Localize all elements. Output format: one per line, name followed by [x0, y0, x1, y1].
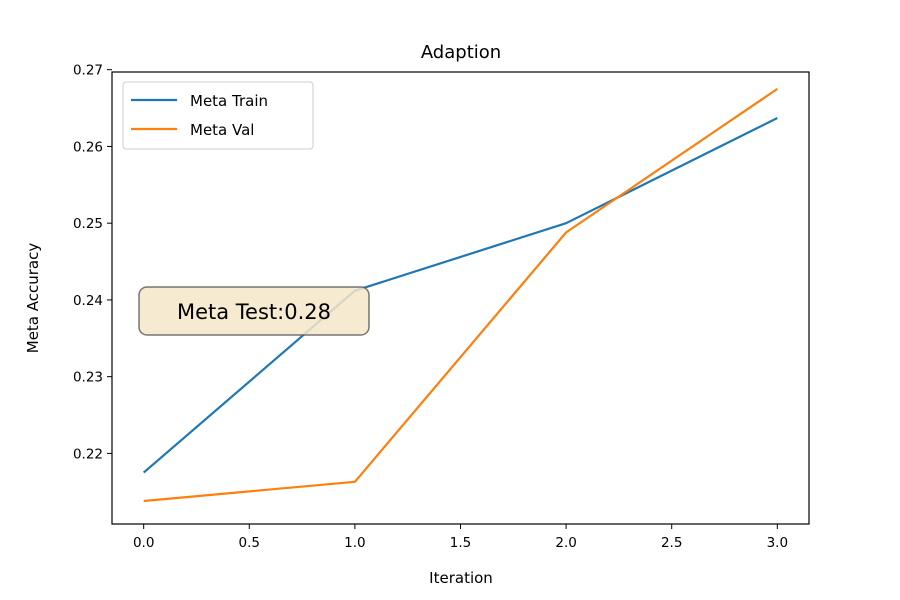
- legend: Meta Train Meta Val: [122, 81, 314, 150]
- annotation-box: [138, 286, 370, 336]
- x-tick-label: 1.5: [450, 535, 471, 551]
- legend-box: [122, 81, 314, 150]
- x-tick-label: 0.0: [133, 535, 154, 551]
- x-tick-label: 0.5: [239, 535, 260, 551]
- series-line-meta-train: [142, 117, 778, 474]
- series-line-meta-val: [143, 87, 778, 503]
- legend-entry-meta-val: Meta Val: [190, 121, 254, 139]
- x-axis-label: Iteration: [429, 569, 493, 587]
- y-tick-label: 0.26: [73, 139, 103, 155]
- annotation-text: Meta Test:0.28: [177, 300, 331, 324]
- x-tick-label: 3.0: [767, 535, 788, 551]
- chart-title: Adaption: [421, 42, 501, 63]
- x-axis-ticks: 0.0 0.5 1.0 1.5 2.0 2.5 3.0: [133, 524, 788, 551]
- y-tick-label: 0.27: [73, 63, 103, 79]
- meta-test-annotation: Meta Test:0.28: [138, 286, 370, 336]
- x-tick-label: 2.5: [661, 535, 682, 551]
- y-axis-label: Meta Accuracy: [24, 243, 42, 354]
- x-tick-label: 2.0: [555, 535, 576, 551]
- legend-entry-meta-train: Meta Train: [190, 92, 268, 110]
- y-tick-label: 0.22: [73, 446, 103, 462]
- y-tick-label: 0.25: [73, 216, 103, 232]
- y-tick-label: 0.24: [73, 293, 103, 309]
- y-tick-label: 0.23: [73, 370, 103, 386]
- y-axis-ticks: 0.22 0.23 0.24 0.25 0.26 0.27: [73, 63, 112, 462]
- series-layer: [142, 87, 778, 503]
- x-tick-label: 1.0: [344, 535, 365, 551]
